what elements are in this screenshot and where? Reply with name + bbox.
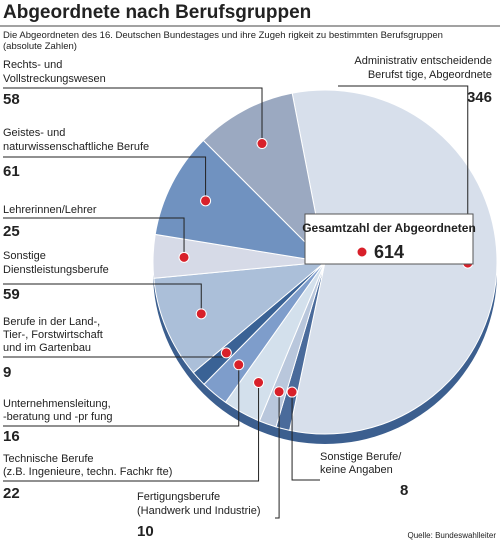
category-label: naturwissenschaftliche Berufe <box>3 141 149 153</box>
category-label: (Handwerk und Industrie) <box>137 505 261 517</box>
total-label: Gesamtzahl der Abgeordneten <box>302 221 476 235</box>
category-label: Administrativ entscheidende <box>354 55 492 67</box>
category-label: Dienstleistungsberufe <box>3 264 109 276</box>
leader-line <box>3 283 202 314</box>
leader-line <box>3 382 260 482</box>
leader-line <box>3 156 207 201</box>
value-label: 16 <box>3 428 20 445</box>
category-label: keine Angaben <box>320 464 393 476</box>
category-label: Fertigungsberufe <box>137 491 220 503</box>
marker-dot <box>256 138 268 150</box>
subtitle: (absolute Zahlen) <box>3 41 77 52</box>
marker-dot <box>178 251 190 263</box>
marker-dot <box>195 308 207 320</box>
value-label: 59 <box>3 286 20 303</box>
category-label: und im Gartenbau <box>3 342 91 354</box>
subtitle: Die Abgeordneten des 16. Deutschen Bunde… <box>3 30 443 41</box>
value-label: 9 <box>3 364 11 381</box>
category-label: Berufst tige, Abgeordnete <box>368 69 492 81</box>
value-label: 22 <box>3 485 20 502</box>
leader-line <box>338 85 469 264</box>
marker-dot <box>200 195 212 207</box>
marker-dot <box>233 359 245 371</box>
leader-line <box>291 392 320 481</box>
total-box <box>304 213 474 265</box>
pie-slice <box>153 261 327 374</box>
marker-dot <box>220 347 232 359</box>
value-label: 8 <box>400 482 408 499</box>
category-label: Berufe in der Land-, <box>3 316 100 328</box>
value-label: 346 <box>467 89 492 106</box>
pie-slice <box>154 139 327 263</box>
leader-line <box>3 87 263 144</box>
category-label: Sonstige Berufe/ <box>320 451 402 463</box>
marker-dot <box>356 246 368 258</box>
marker-dot <box>273 386 285 398</box>
total-value: 614 <box>374 242 404 262</box>
marker-dot <box>286 386 298 398</box>
leader-line <box>275 391 280 519</box>
category-label: (z.B. Ingenieure, techn. Fachkr fte) <box>3 466 172 478</box>
category-label: Rechts- und <box>3 59 62 71</box>
value-label: 58 <box>3 91 20 108</box>
value-label: 10 <box>137 523 154 540</box>
category-label: Tier-, Forstwirtschaft <box>3 329 103 341</box>
value-label: 25 <box>3 223 20 240</box>
marker-dot <box>253 376 265 388</box>
chart-title: Abgeordnete nach Berufsgruppen <box>3 2 311 23</box>
leader-line <box>3 217 185 258</box>
category-label: Geistes- und <box>3 127 65 139</box>
value-label: 61 <box>3 163 20 180</box>
category-label: Unternehmensleitung, <box>3 398 111 410</box>
leader-line <box>3 364 240 427</box>
pie-slice <box>202 92 326 264</box>
category-label: Lehrerinnen/Lehrer <box>3 204 97 216</box>
category-label: -beratung und -pr fung <box>3 411 112 423</box>
category-label: Technische Berufe <box>3 453 94 465</box>
category-label: Vollstreckungswesen <box>3 73 106 85</box>
category-label: Sonstige <box>3 250 46 262</box>
source: Quelle: Bundeswahlleiter <box>408 531 497 540</box>
